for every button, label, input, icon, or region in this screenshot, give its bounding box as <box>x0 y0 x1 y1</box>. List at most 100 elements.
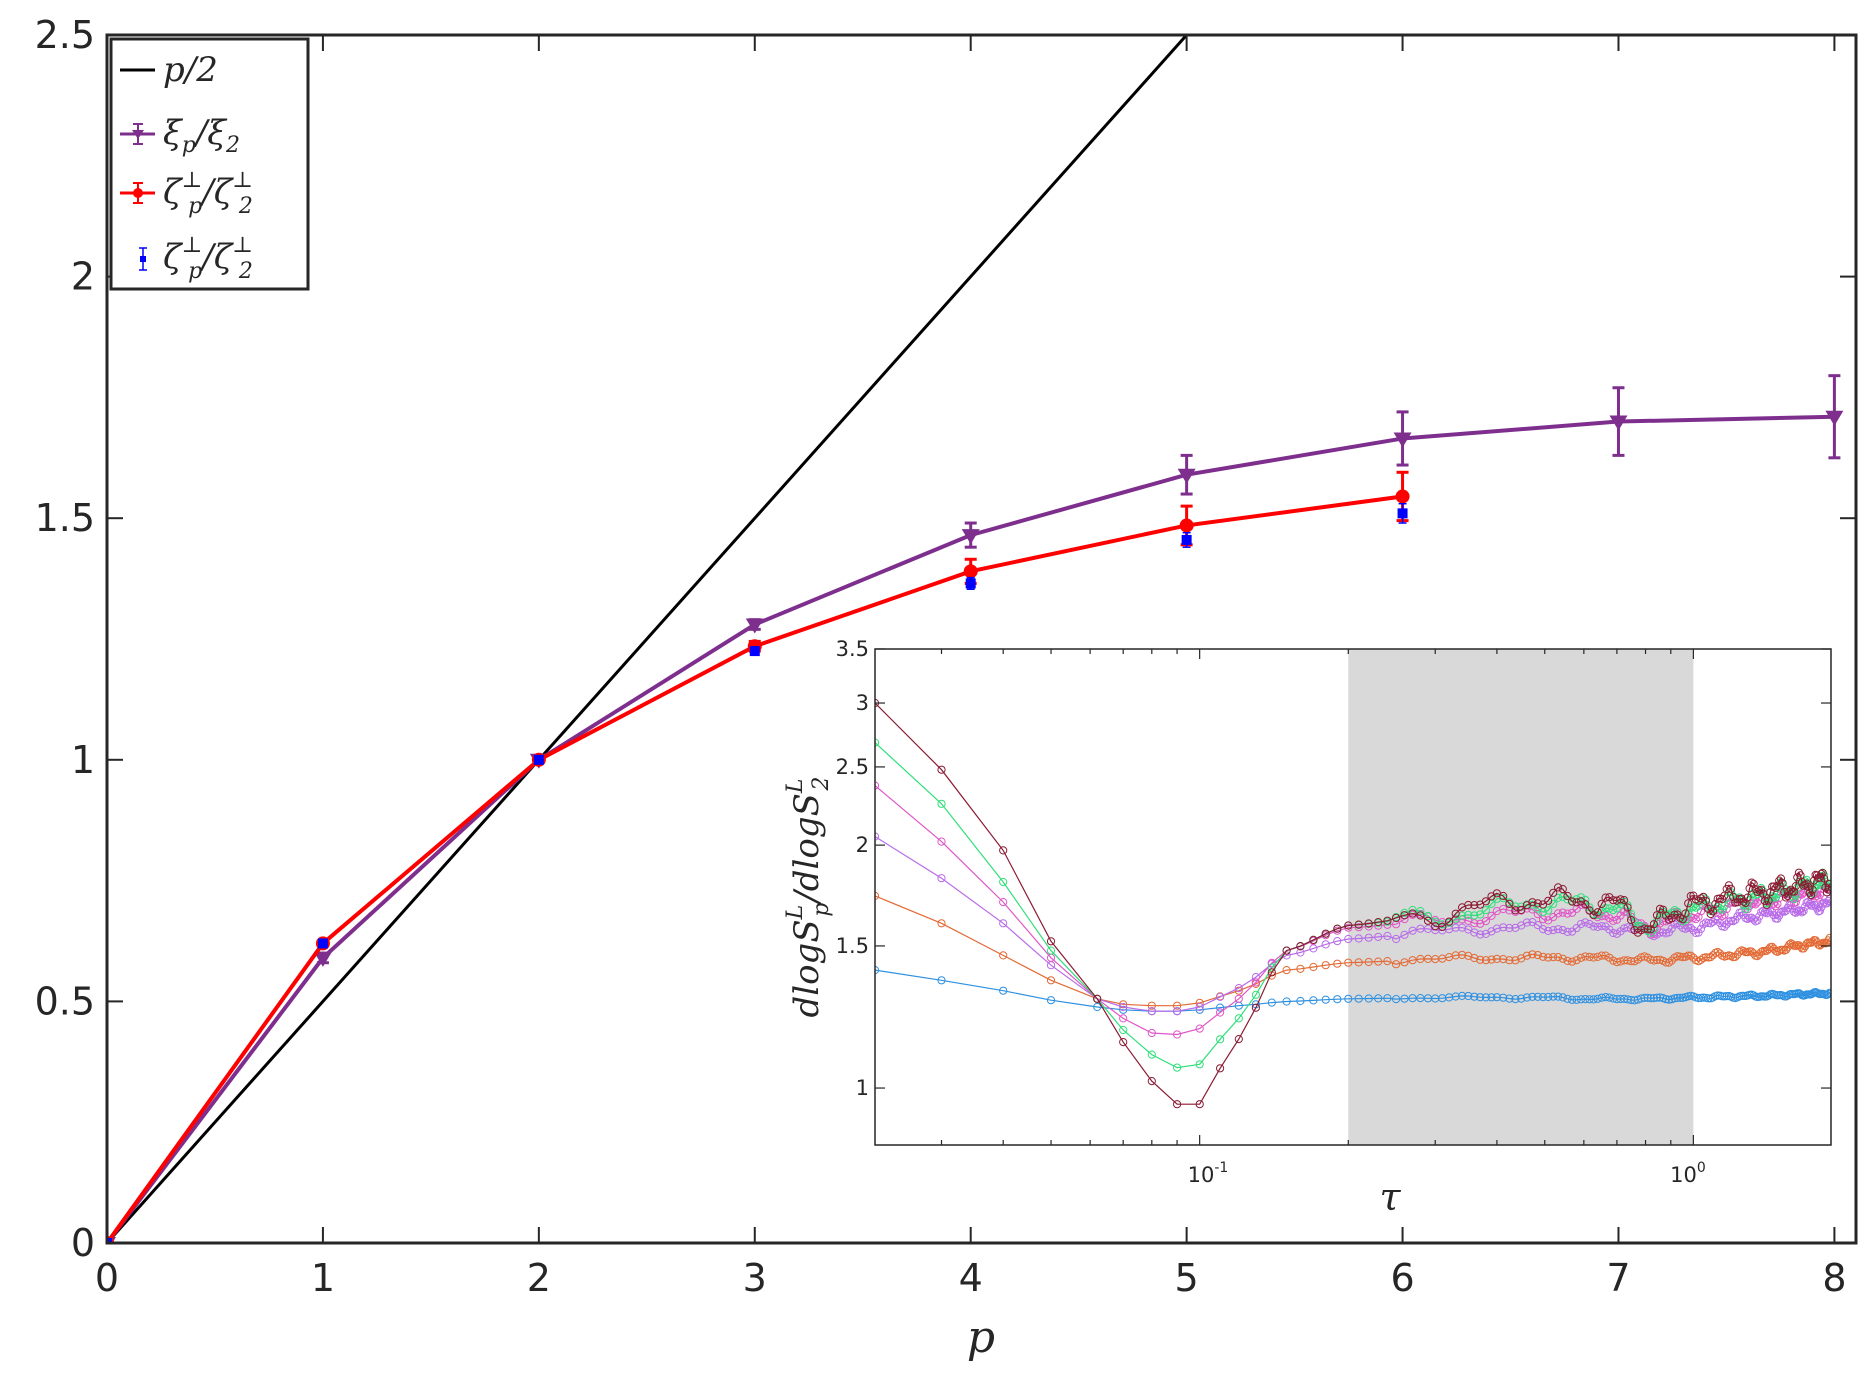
inset-data-point <box>1661 995 1671 1004</box>
inset-data-point <box>1627 915 1636 925</box>
inset-data-point <box>1321 995 1330 1004</box>
inset-data-point <box>1451 923 1460 932</box>
inset-data-point <box>1470 953 1479 963</box>
inset-data-point <box>1282 997 1291 1006</box>
inset-data-point <box>1673 952 1682 961</box>
x-tick-label: 5 <box>1175 1256 1199 1300</box>
inset-data-point <box>1769 882 1779 891</box>
inset-series-6 <box>875 698 1831 1109</box>
x-tick-label: 2 <box>527 1256 551 1300</box>
inset-data-point <box>1517 994 1526 1003</box>
legend-marker-zeta-red <box>120 182 155 204</box>
inset-data-point <box>1400 958 1409 967</box>
inset-data-point <box>1408 926 1417 935</box>
inset-data-point <box>937 799 946 808</box>
legend-label-zeta-blue: ζ⊥ p/ζ⊥ 2 <box>163 233 253 284</box>
inset-data-point <box>1646 955 1655 964</box>
inset-data-point <box>1451 992 1460 1001</box>
inset-data-point <box>1505 956 1514 965</box>
inset-data-point <box>1684 951 1693 960</box>
inset-data-point <box>1481 917 1491 926</box>
inset-data-point <box>1374 918 1383 927</box>
inset-data-point <box>1119 1005 1128 1014</box>
data-point <box>1179 518 1194 533</box>
inset-data-point <box>1554 883 1563 892</box>
inset-data-point <box>1585 906 1594 915</box>
inset-data-point <box>1585 995 1594 1004</box>
inset-data-point <box>1729 917 1738 926</box>
inset-data-point <box>1528 992 1537 1001</box>
data-point <box>1397 508 1408 519</box>
inset-data-point <box>1811 936 1820 945</box>
inset-data-point <box>1195 1002 1204 1012</box>
legend-label-xi: ξp/ξ2 <box>163 113 240 158</box>
inset-data-point <box>1715 904 1725 913</box>
inset-data-point <box>1799 906 1808 916</box>
inset-data-point <box>1818 868 1827 878</box>
legend-marker-xi <box>120 123 155 145</box>
inset-data-point <box>1684 899 1693 908</box>
inset-data-point <box>1354 958 1363 967</box>
inset-data-point <box>1694 912 1703 922</box>
inset-data-point <box>1616 895 1625 904</box>
inset-data-point <box>1400 908 1409 918</box>
inset-y-tick-label: 2.5 <box>836 755 869 779</box>
main-ticks-layer: 0 1 2 3 4 5 6 7 8 0 0.5 1 1.5 2 2.5 <box>35 13 1856 1300</box>
inset-data-point <box>1605 993 1614 1002</box>
inset-data-point <box>1470 928 1479 937</box>
inset-data-point <box>1458 950 1467 960</box>
x-tick-label: 8 <box>1822 1256 1846 1300</box>
inset-data-point <box>1476 930 1485 939</box>
inset-data-point <box>1589 995 1598 1004</box>
inset-data-point <box>1321 961 1330 970</box>
inset-data-point <box>1470 901 1479 910</box>
inset-data-point <box>1745 884 1754 893</box>
inset-data-point <box>1173 1007 1182 1016</box>
inset-data-point <box>1572 898 1581 907</box>
inset-data-point <box>1487 955 1496 964</box>
inset-data-point <box>1533 992 1542 1001</box>
inset-data-point <box>1046 976 1056 985</box>
inset-data-point <box>1701 896 1711 906</box>
inset-data-point <box>1119 1038 1128 1047</box>
inset-data-point <box>1699 892 1708 901</box>
inset-data-point <box>1544 953 1553 962</box>
inset-data-point <box>1824 936 1831 945</box>
inset-data-point <box>1597 993 1606 1002</box>
inset-data-point <box>1704 904 1713 914</box>
inset-data-point <box>1408 909 1417 918</box>
inset-data-point <box>1686 923 1695 933</box>
inset-data-point <box>1563 891 1572 901</box>
inset-data-point <box>1476 955 1485 964</box>
inset-data-point <box>1528 898 1537 907</box>
inset-data-point <box>1505 994 1514 1003</box>
inset-data-point <box>1464 951 1473 961</box>
inset-data-point <box>1601 893 1610 902</box>
inset-data-point <box>1581 900 1590 909</box>
data-point <box>965 578 976 589</box>
inset-data-point <box>1464 910 1473 920</box>
inset-data-point <box>1267 968 1276 977</box>
inset-data-point <box>1408 956 1417 965</box>
inset-data-point <box>1762 900 1771 909</box>
data-point <box>963 564 978 579</box>
inset-data-point <box>1764 896 1773 905</box>
inset-data-point <box>1720 922 1729 932</box>
inset-data-point <box>1572 995 1581 1004</box>
inset-data-point <box>1623 903 1632 912</box>
inset-data-point <box>999 846 1008 855</box>
inset-data-point <box>1364 919 1373 928</box>
inset-data-point <box>999 898 1008 907</box>
inset-data-point <box>1743 893 1752 902</box>
inset-data-point <box>1558 926 1567 935</box>
inset-data-point <box>1764 908 1773 917</box>
inset-data-point <box>1119 1002 1128 1012</box>
inset-data-point <box>1522 918 1532 927</box>
inset-data-point <box>1499 894 1508 903</box>
inset-data-point <box>1804 882 1813 891</box>
inset-data-point <box>1147 1050 1156 1059</box>
inset-data-point <box>1234 994 1243 1003</box>
inset-data-point <box>1538 925 1548 934</box>
inset-data-point <box>1511 923 1520 933</box>
x-tick-label: 3 <box>743 1256 767 1300</box>
